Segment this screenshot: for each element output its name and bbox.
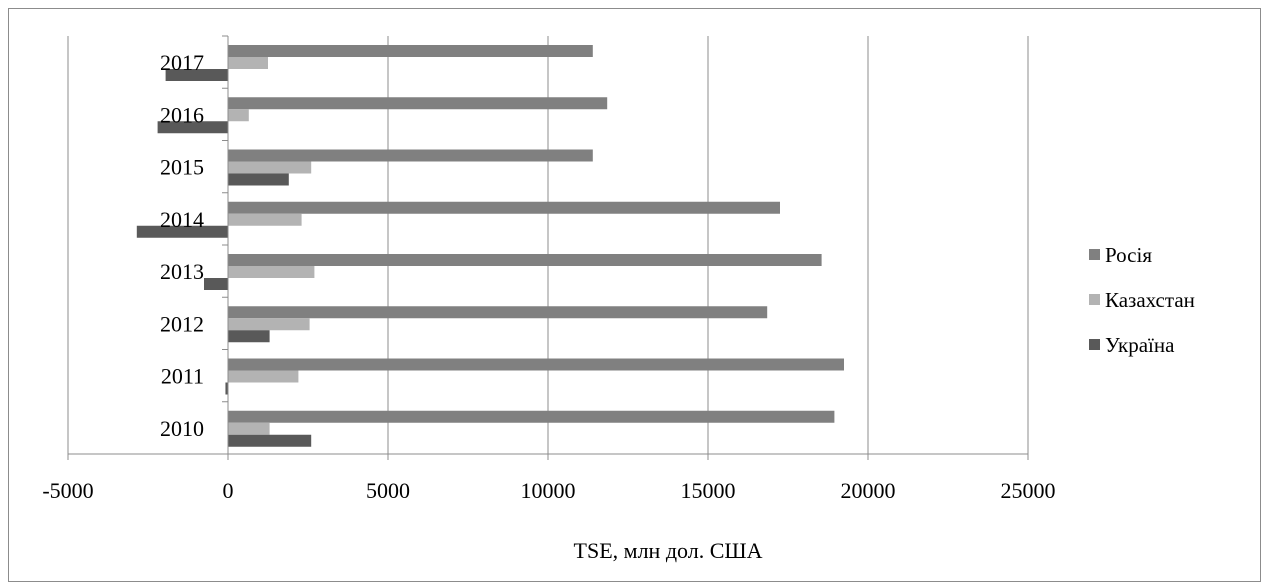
- x-tick-label-25000: 25000: [1001, 478, 1056, 503]
- chart-frame: [8, 8, 1261, 582]
- bar-Україна-2016: [157, 121, 228, 134]
- x-tick-label-15000: 15000: [681, 478, 736, 503]
- bar-Україна-2012: [228, 330, 270, 343]
- bar-Казахстан-2013: [228, 266, 315, 278]
- bar-Росія-2017: [228, 45, 593, 57]
- x-axis-title: TSE, млн дол. США: [574, 538, 763, 563]
- legend-swatch-Україна: [1089, 339, 1100, 350]
- bar-Росія-2014: [228, 201, 780, 214]
- x-tick-label--5000: -5000: [42, 478, 93, 503]
- x-tick-label-0: 0: [223, 478, 234, 503]
- category-label-2013: 2013: [160, 259, 204, 284]
- bar-Казахстан-2014: [228, 213, 302, 226]
- bar-Росія-2015: [228, 149, 593, 162]
- bar-Росія-2011: [228, 358, 844, 371]
- bar-Казахстан-2017: [228, 57, 268, 69]
- bar-Росія-2013: [228, 254, 822, 266]
- category-label-2010: 2010: [160, 416, 204, 441]
- legend-label-Казахстан: Казахстан: [1105, 288, 1195, 312]
- bar-Казахстан-2016: [228, 109, 249, 122]
- category-label-2012: 2012: [160, 311, 204, 336]
- labels: -5000 0 5000 10000 15000 20000 25000 2010 2011 20…: [42, 50, 1055, 503]
- x-tick-label-5000: 5000: [366, 478, 410, 503]
- legend-label-Росія: Росія: [1105, 243, 1152, 267]
- x-tick-label-10000: 10000: [521, 478, 576, 503]
- bar-Україна-2013: [204, 278, 228, 290]
- legend-swatch-Казахстан: [1089, 294, 1100, 305]
- bars: [136, 45, 844, 447]
- category-label-2016: 2016: [160, 102, 204, 127]
- axes: [67, 35, 1029, 460]
- bar-Казахстан-2012: [228, 318, 310, 331]
- category-label-2014: 2014: [160, 207, 204, 232]
- bar-Казахстан-2015: [228, 161, 312, 174]
- bar-Україна-2015: [228, 173, 289, 186]
- category-label-2015: 2015: [160, 155, 204, 180]
- category-label-2017: 2017: [160, 50, 204, 75]
- legend-label-Україна: Україна: [1105, 333, 1175, 357]
- bar-Україна-2011: [225, 382, 228, 395]
- bar-Казахстан-2011: [228, 370, 299, 383]
- category-label-2011: 2011: [161, 364, 204, 389]
- bar-Росія-2012: [228, 306, 768, 319]
- bar-Україна-2010: [228, 434, 312, 447]
- legend-swatch-Росія: [1089, 249, 1100, 260]
- bar-Казахстан-2010: [228, 422, 270, 435]
- bar-Росія-2010: [228, 410, 835, 423]
- x-tick-label-20000: 20000: [841, 478, 896, 503]
- legend: Росія Казахстан Україна: [1089, 243, 1195, 357]
- bar-Росія-2016: [228, 97, 608, 110]
- bar-Україна-2014: [136, 225, 228, 238]
- bar-Україна-2017: [165, 69, 228, 81]
